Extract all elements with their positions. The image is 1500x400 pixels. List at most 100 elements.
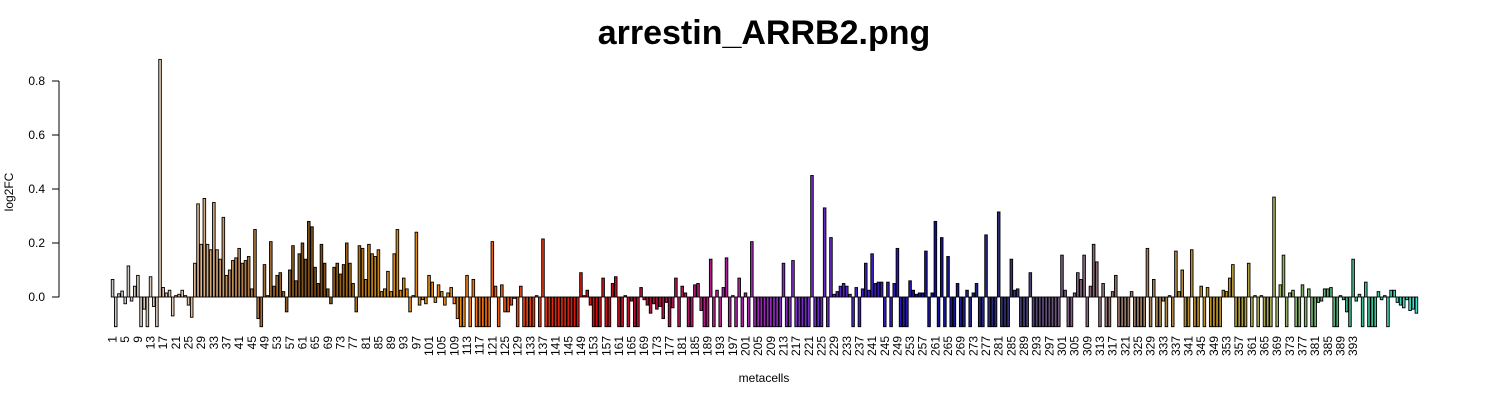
bar xyxy=(142,296,146,310)
bar xyxy=(734,296,738,328)
x-tick-label: 317 xyxy=(1106,336,1120,356)
bar xyxy=(788,296,792,328)
bar xyxy=(1373,296,1378,328)
x-tick-label: 25 xyxy=(182,336,196,350)
x-tick-label: 257 xyxy=(916,336,930,356)
bar xyxy=(300,242,305,298)
bar xyxy=(642,296,647,301)
bar xyxy=(307,220,311,298)
bar xyxy=(1288,292,1292,298)
bar xyxy=(794,296,798,328)
bar xyxy=(164,292,169,298)
bar xyxy=(427,274,431,298)
bar xyxy=(519,285,523,298)
bar xyxy=(1231,264,1235,298)
bar xyxy=(1376,291,1381,298)
bar xyxy=(1205,287,1210,298)
bar xyxy=(1199,285,1203,298)
bar xyxy=(857,296,862,328)
bar xyxy=(1221,289,1226,298)
bar xyxy=(765,296,770,328)
bar xyxy=(1326,288,1330,298)
bar xyxy=(655,296,659,310)
bar xyxy=(705,296,710,328)
x-tick-label: 285 xyxy=(1004,336,1018,356)
bar xyxy=(208,249,213,298)
bar xyxy=(610,283,615,298)
bar xyxy=(1405,296,1409,301)
bar xyxy=(136,274,140,298)
bar xyxy=(1310,296,1314,328)
bar xyxy=(1237,296,1241,328)
bar xyxy=(1218,296,1222,328)
x-axis-label: metacells xyxy=(739,371,790,385)
bar xyxy=(1341,296,1346,301)
bar xyxy=(382,288,387,298)
bar xyxy=(579,272,583,298)
bar xyxy=(256,296,260,320)
bar xyxy=(898,296,903,328)
x-tick-label: 313 xyxy=(1093,336,1107,356)
bar xyxy=(702,296,707,328)
x-tick-label: 297 xyxy=(1042,336,1056,356)
bar xyxy=(1098,296,1102,328)
bar xyxy=(199,243,203,298)
bar xyxy=(414,231,419,298)
bar xyxy=(1006,296,1010,328)
bar xyxy=(1386,296,1390,328)
bar xyxy=(1148,296,1153,328)
bar xyxy=(484,296,488,328)
bar xyxy=(335,262,340,298)
bar xyxy=(731,295,735,298)
bar xyxy=(471,279,476,298)
bar xyxy=(398,289,403,298)
bar xyxy=(158,58,162,298)
x-tick-label: 37 xyxy=(220,336,234,350)
bar xyxy=(974,283,979,298)
bar xyxy=(322,262,327,298)
bar xyxy=(914,293,919,298)
bar xyxy=(284,296,289,313)
bar xyxy=(1145,247,1150,298)
bar xyxy=(1107,296,1112,328)
bar xyxy=(525,296,529,328)
bar xyxy=(120,290,124,298)
bar xyxy=(965,289,969,298)
bar xyxy=(487,296,491,328)
bar xyxy=(544,296,548,328)
bar xyxy=(313,266,317,298)
bar xyxy=(1307,288,1311,298)
bar xyxy=(1259,295,1264,298)
x-tick-label: 249 xyxy=(890,336,904,356)
bar xyxy=(775,296,779,328)
x-tick-label: 153 xyxy=(587,336,601,356)
bar xyxy=(1031,296,1036,328)
bar xyxy=(1322,288,1327,298)
bar xyxy=(990,296,995,328)
bar xyxy=(465,274,469,298)
bar xyxy=(1345,296,1349,313)
bar xyxy=(1379,296,1384,301)
bar xyxy=(1136,296,1140,328)
bar xyxy=(981,296,985,328)
bar xyxy=(753,296,757,328)
bar xyxy=(955,283,960,298)
bar xyxy=(563,296,567,328)
x-tick-label: 69 xyxy=(321,336,335,350)
bar xyxy=(848,293,852,298)
bar xyxy=(253,229,257,298)
bar xyxy=(1208,296,1213,328)
bar xyxy=(205,243,210,298)
bar xyxy=(946,256,950,298)
bar xyxy=(984,234,988,298)
x-tick-label: 273 xyxy=(966,336,980,356)
bar xyxy=(297,253,302,298)
x-tick-label: 65 xyxy=(308,336,322,350)
bar xyxy=(1319,296,1324,302)
bar xyxy=(1009,258,1014,298)
bar xyxy=(895,247,900,298)
x-tick-label: 301 xyxy=(1055,336,1069,356)
bar xyxy=(452,296,457,305)
bar xyxy=(1278,284,1283,298)
bar xyxy=(727,296,732,328)
